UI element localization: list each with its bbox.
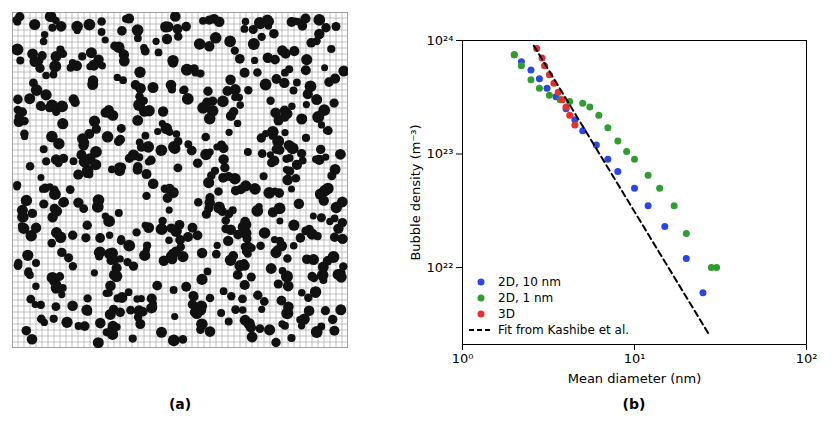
html-text:Fit from Kashibe et al.: Fit from Kashibe et al. [498, 323, 629, 337]
svg-text:10²³: 10²³ [427, 146, 454, 161]
html-text:2D, 10 nm: 2D, 10 nm [498, 275, 561, 289]
svg-text:Mean diameter (nm): Mean diameter (nm) [568, 371, 702, 386]
svg-text:10²⁴: 10²⁴ [427, 33, 454, 48]
svg-text:10²: 10² [796, 351, 818, 366]
svg-text:10¹: 10¹ [624, 351, 646, 366]
svg-text:10⁰: 10⁰ [452, 351, 474, 366]
html-text:(b): (b) [622, 396, 646, 412]
svg-text:10²²: 10²² [427, 260, 454, 275]
svg-text:Bubble density (m⁻³): Bubble density (m⁻³) [408, 124, 423, 260]
html-text:(a): (a) [168, 396, 192, 412]
html-text:2D, 1 nm: 2D, 1 nm [498, 291, 554, 305]
html-text:3D: 3D [498, 307, 515, 321]
